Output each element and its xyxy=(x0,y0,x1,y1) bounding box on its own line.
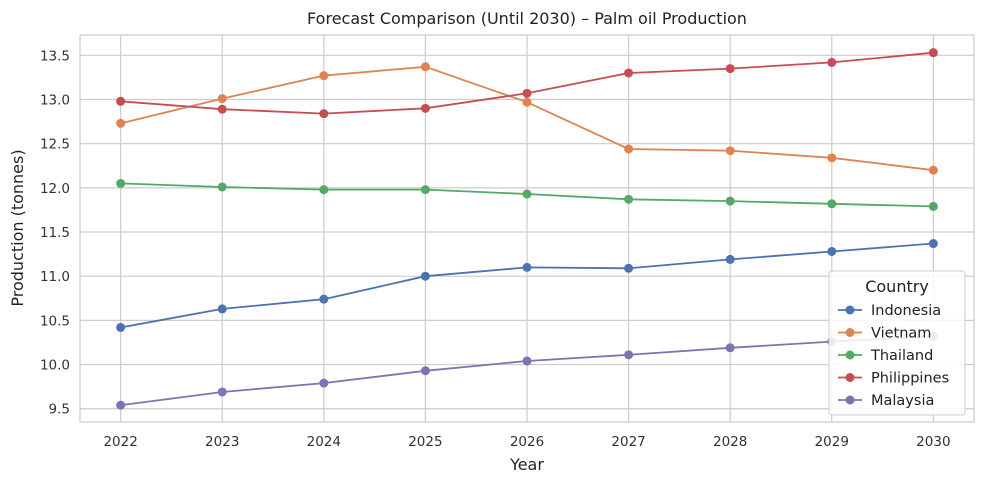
data-point-indonesia xyxy=(319,294,329,304)
data-point-indonesia xyxy=(116,322,126,332)
legend-label-vietnam: Vietnam xyxy=(871,326,931,342)
y-tick-label: 10.0 xyxy=(40,358,70,374)
data-point-thailand xyxy=(522,189,532,199)
x-tick-label: 2029 xyxy=(815,434,849,450)
x-axis-label: Year xyxy=(509,455,544,474)
data-point-philippines xyxy=(116,96,126,106)
y-tick-label: 12.0 xyxy=(40,181,70,197)
x-tick-label: 2025 xyxy=(408,434,442,450)
data-point-indonesia xyxy=(420,271,430,281)
data-point-indonesia xyxy=(928,239,938,249)
y-tick-label: 10.5 xyxy=(40,313,70,329)
data-point-vietnam xyxy=(319,71,329,81)
data-point-vietnam xyxy=(827,153,837,163)
data-point-thailand xyxy=(624,194,634,204)
chart-title: Forecast Comparison (Until 2030) – Palm … xyxy=(307,9,747,28)
data-point-malaysia xyxy=(217,387,227,397)
legend: Country Indonesia Vietnam Thailand Philippin… xyxy=(828,270,966,416)
data-point-thailand xyxy=(319,185,329,195)
data-point-thailand xyxy=(928,201,938,211)
x-tick-label: 2026 xyxy=(510,434,544,450)
data-point-vietnam xyxy=(217,94,227,104)
y-tick-label: 9.5 xyxy=(49,402,70,418)
data-point-thailand xyxy=(420,185,430,195)
data-point-indonesia xyxy=(217,304,227,314)
plot-area: 2022 2023 2024 2025 2026 2027 2028 2029 2030 9.5 1… xyxy=(40,34,975,450)
data-point-philippines xyxy=(319,109,329,119)
data-point-malaysia xyxy=(319,378,329,388)
data-point-philippines xyxy=(827,57,837,67)
data-point-indonesia xyxy=(522,262,532,272)
data-point-malaysia xyxy=(420,366,430,376)
legend-swatch-marker-thailand xyxy=(845,350,855,360)
legend-swatch-marker-philippines xyxy=(845,373,855,382)
legend-label-malaysia: Malaysia xyxy=(871,393,934,409)
legend-swatch-marker-indonesia xyxy=(845,305,855,315)
legend-swatch-marker-malaysia xyxy=(845,395,855,405)
data-point-malaysia xyxy=(624,350,634,360)
y-tick-label: 12.5 xyxy=(40,137,70,153)
data-point-philippines xyxy=(217,104,227,114)
plot-frame xyxy=(79,34,975,423)
data-point-vietnam xyxy=(116,118,126,128)
x-tick-label: 2022 xyxy=(103,434,137,450)
x-tick-label: 2027 xyxy=(611,434,645,450)
data-point-philippines xyxy=(725,64,735,74)
legend-label-indonesia: Indonesia xyxy=(871,303,941,319)
data-point-philippines xyxy=(420,103,430,113)
data-point-malaysia xyxy=(725,343,735,353)
legend-box xyxy=(828,270,966,416)
data-point-vietnam xyxy=(420,62,430,72)
data-point-vietnam xyxy=(928,165,938,175)
y-tick-label: 13.5 xyxy=(40,48,70,64)
y-tick-label: 11.0 xyxy=(40,269,70,285)
x-tick-label: 2028 xyxy=(713,434,747,450)
data-point-malaysia xyxy=(116,400,126,410)
data-point-indonesia xyxy=(827,246,837,256)
y-tick-label: 11.5 xyxy=(40,225,70,241)
data-point-thailand xyxy=(827,199,837,209)
data-point-malaysia xyxy=(522,356,532,366)
y-tick-label: 13.0 xyxy=(40,93,70,109)
data-point-philippines xyxy=(928,48,938,58)
data-point-thailand xyxy=(116,178,126,188)
legend-swatch-marker-vietnam xyxy=(845,328,855,337)
x-tick-label: 2023 xyxy=(205,434,239,450)
y-axis-label: Production (tonnes) xyxy=(8,149,27,306)
legend-title: Country xyxy=(865,277,929,296)
data-point-thailand xyxy=(217,182,227,192)
data-point-indonesia xyxy=(624,263,634,273)
data-point-philippines xyxy=(624,68,634,78)
x-tick-label: 2024 xyxy=(307,434,341,450)
data-point-vietnam xyxy=(522,97,532,107)
data-point-vietnam xyxy=(725,146,735,156)
data-point-vietnam xyxy=(624,144,634,154)
legend-label-philippines: Philippines xyxy=(871,371,949,387)
data-point-indonesia xyxy=(725,254,735,264)
x-tick-label: 2030 xyxy=(916,434,950,450)
data-point-philippines xyxy=(522,88,532,98)
data-point-thailand xyxy=(725,196,735,206)
legend-label-thailand: Thailand xyxy=(870,348,933,364)
